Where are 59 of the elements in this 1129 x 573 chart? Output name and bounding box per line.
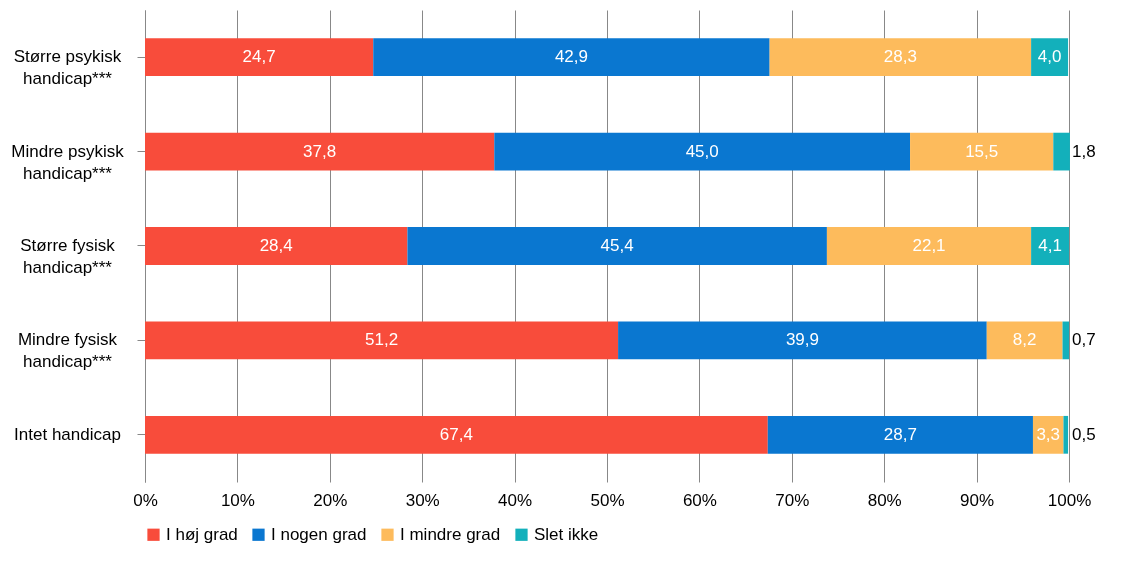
data-label: 1,8 [1072,141,1096,161]
data-label: 4,1 [1038,236,1062,255]
bar [407,227,827,265]
data-label: 67,4 [439,424,473,444]
legend-label: I høj grad [166,524,238,544]
data-label: 8,2 [1012,330,1037,350]
bar [1062,321,1069,360]
bar [373,38,770,77]
data-label: 22,1 [912,236,946,255]
bar [145,38,374,77]
y-tick-label: Større psykisk handicap*** [13,47,122,89]
data-label: 3,3 [1036,424,1061,444]
data-label: 24,7 [242,47,276,67]
data-label: 42,9 [554,47,588,67]
legend-label: Slet ikke [534,524,599,544]
bar [826,227,1032,265]
legend-label: I mindre grad [400,524,501,544]
bar [145,415,768,454]
x-tick-label: 40% [498,490,533,510]
y-tick-label: Mindre fysisk handicap*** [17,330,118,372]
x-tick-label: 30% [405,490,440,510]
data-label: 0,5 [1072,424,1096,444]
x-tick-label: 60% [682,490,717,510]
bar [145,227,408,265]
bar [1063,415,1069,454]
data-label: 4,0 [1037,47,1062,67]
x-tick-label: 0% [133,490,158,510]
data-label: 39,9 [785,330,819,350]
bar [910,132,1054,171]
data-label: 45,4 [600,236,634,255]
data-label: 45,0 [685,141,719,161]
x-tick-label: 80% [867,490,902,510]
x-tick-label: 100% [1047,490,1092,510]
bar [1031,227,1069,265]
data-label: 28,4 [259,236,293,255]
y-tick-label: Intet handicap [14,424,121,444]
x-tick-label: 10% [220,490,255,510]
bar [769,38,1032,77]
bar [767,415,1033,454]
bar [145,321,619,360]
data-label: 37,8 [303,141,337,161]
data-label: 51,2 [365,330,399,350]
legend-label: I nogen grad [271,524,367,544]
bar [145,132,495,171]
y-tick-label: Større fysisk handicap*** [20,236,116,277]
data-label: 0,7 [1072,330,1096,350]
bar [1053,132,1070,171]
data-label: 28,7 [883,424,917,444]
x-tick-label: 20% [313,490,348,510]
y-tick-label: Mindre psykisk handicap*** [11,141,125,183]
bar [618,321,987,360]
data-label: 28,3 [883,47,917,67]
x-tick-label: 70% [775,490,810,510]
x-tick-label: 50% [590,490,625,510]
data-label: 15,5 [965,141,999,161]
bar [1031,38,1069,77]
x-tick-label: 90% [960,490,995,510]
bar [494,132,911,171]
bar [986,321,1063,360]
